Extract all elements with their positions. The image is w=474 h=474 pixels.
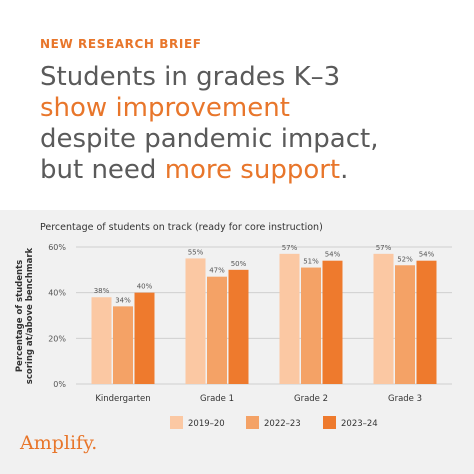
legend-swatch [246, 416, 259, 429]
y-tick-label: 0% [53, 380, 66, 389]
headline-line-4-prefix: but need [40, 155, 165, 185]
data-label: 54% [419, 251, 435, 259]
headline-line-3: despite pandemic impact, [40, 124, 379, 154]
y-axis-label-group: Percentage of students scoring at/above … [15, 247, 35, 384]
x-tick-label: Grade 2 [294, 394, 328, 404]
bar [416, 260, 437, 384]
bar [91, 297, 112, 384]
amplify-logo: Amplify. [20, 432, 98, 454]
bar [134, 292, 155, 384]
headline-line-2: show improvement [40, 93, 290, 123]
legend: 2019–20 2022–23 2023–24 [170, 416, 378, 429]
y-tick-label: 40% [48, 289, 66, 298]
data-label: 50% [231, 260, 247, 268]
bar [185, 258, 206, 384]
headline-line-1: Students in grades K–3 [40, 62, 341, 92]
y-axis-label-line-2: scoring at/above benchmark [25, 247, 35, 384]
headline-line-4: but need more support. [40, 155, 460, 186]
data-label: 54% [325, 251, 341, 259]
x-tick-label: Grade 3 [388, 394, 422, 404]
bar [228, 269, 249, 384]
header-section: NEW RESEARCH BRIEF Students in grades K–… [0, 0, 474, 210]
bar [279, 253, 300, 384]
chart-title: Percentage of students on track (ready f… [40, 222, 323, 233]
data-label: 38% [94, 287, 110, 295]
bar [395, 265, 415, 384]
value-labels: 38% 34% 40% 55% 47% 50% 57% 51% 54% 57% 52% 54% [94, 244, 435, 305]
data-label: 51% [303, 258, 319, 266]
data-label: 34% [115, 296, 131, 304]
bar [207, 276, 227, 384]
x-tick-label: Grade 1 [200, 394, 234, 404]
bar [113, 306, 133, 384]
legend-label: 2023–24 [341, 419, 378, 429]
bar [373, 253, 394, 384]
legend-swatch [170, 416, 183, 429]
category-labels: Kindergarten Grade 1 Grade 2 Grade 3 [95, 394, 422, 404]
headline-line-4-accent: more support [164, 155, 341, 185]
data-label: 57% [282, 244, 298, 252]
bar [322, 260, 343, 384]
y-tick-label: 60% [48, 243, 66, 252]
data-label: 40% [137, 283, 153, 291]
legend-label: 2019–20 [188, 419, 225, 429]
data-label: 57% [376, 244, 392, 252]
data-label: 52% [397, 255, 413, 263]
headline: Students in grades K–3 show improvement … [40, 62, 460, 186]
data-label: 55% [188, 248, 204, 256]
headline-line-4-suffix: . [340, 155, 349, 185]
legend-swatch [323, 416, 336, 429]
data-label: 47% [209, 267, 225, 275]
bar [301, 267, 321, 384]
bar-chart: Percentage of students on track (ready f… [15, 222, 452, 429]
y-axis-label-line-1: Percentage of students [15, 260, 25, 372]
y-tick-label: 20% [48, 334, 66, 343]
eyebrow-label: NEW RESEARCH BRIEF [40, 37, 202, 51]
x-tick-label: Kindergarten [95, 394, 150, 404]
bars [91, 253, 437, 384]
legend-label: 2022–23 [264, 419, 301, 429]
